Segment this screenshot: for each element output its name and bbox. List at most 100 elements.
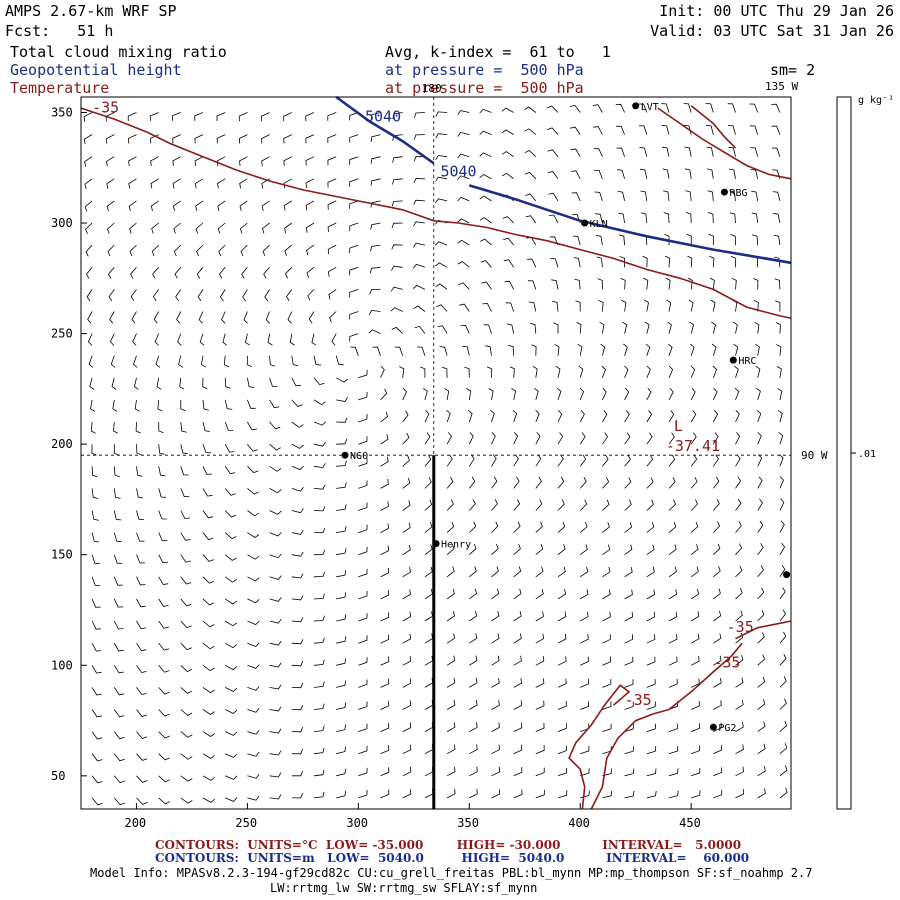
wind-barb-525	[380, 434, 389, 445]
contour-legend-height: CONTOURS: UNITS=m LOW= 5040.0 HIGH= 5040…	[155, 851, 750, 865]
wind-barb-673	[109, 333, 115, 346]
wind-barb-275	[513, 611, 522, 622]
wind-barb-939	[327, 156, 337, 166]
wind-barb-705	[109, 311, 115, 324]
wind-barb-481	[113, 466, 120, 478]
wind-barb-726	[575, 300, 581, 312]
height-contour-label-0: 5040	[365, 107, 401, 125]
wind-barb-157	[735, 699, 744, 710]
wind-barb-869	[195, 200, 204, 211]
wind-barb-882	[479, 195, 492, 202]
wind-barb-918	[571, 170, 581, 179]
wind-barb-597	[556, 387, 562, 401]
wind-barb-717	[368, 309, 381, 316]
wind-barb-448	[91, 488, 99, 499]
wind-barb-524	[358, 436, 368, 445]
wind-barb-211	[513, 655, 522, 666]
wind-barb-710	[221, 311, 226, 324]
wind-barb-955	[684, 146, 692, 157]
wind-barb-991	[771, 125, 781, 135]
wind-barb-821	[549, 236, 559, 246]
wind-barb-523	[336, 438, 348, 445]
wind-barb-699	[689, 321, 695, 334]
wind-barb-317	[735, 588, 743, 600]
wind-barb-826	[664, 233, 670, 246]
wind-barb-365	[380, 545, 390, 556]
wind-barb-761	[643, 277, 649, 290]
wind-barb-272	[446, 611, 455, 622]
wind-barb-185	[646, 679, 656, 688]
wind-barb-292	[180, 598, 192, 607]
wind-barb-688	[437, 325, 448, 334]
wind-barb-80	[446, 744, 456, 755]
meridian-label-90w: 90 W	[801, 449, 828, 462]
wind-barb-303	[424, 589, 433, 600]
temperature-contour-label-0: -35	[92, 98, 119, 116]
wind-barb-628	[532, 366, 538, 378]
wind-barb-527	[424, 432, 431, 445]
wind-barb-874	[305, 200, 315, 211]
wind-barb-228	[180, 642, 192, 651]
forecast-hour: Fcst: 51 h	[5, 22, 114, 40]
wind-barb-58	[668, 768, 679, 777]
wind-barb-831	[773, 234, 781, 246]
wind-barb-543	[778, 432, 784, 445]
wind-barb-754	[481, 281, 492, 290]
wind-barb-307	[513, 588, 522, 600]
wind-barb-477	[735, 476, 742, 489]
wind-barb-698	[667, 321, 672, 334]
wind-barb-424	[269, 510, 282, 515]
wind-barb-155	[691, 700, 700, 710]
wind-barb-719	[413, 305, 426, 312]
wind-barb-160	[91, 687, 102, 696]
wind-barb-27	[691, 790, 701, 799]
wind-barb-313	[646, 589, 656, 600]
wind-barb-924	[706, 168, 714, 179]
wind-barb-277	[557, 611, 567, 622]
wind-barb-464	[446, 476, 454, 489]
wind-barb-875	[327, 200, 337, 210]
wind-barb-291	[158, 598, 169, 607]
wind-barb-675	[154, 333, 160, 346]
wind-barb-516	[180, 444, 188, 455]
wind-barb-721	[459, 303, 470, 312]
wind-barb-161	[113, 687, 125, 696]
wind-barb-600	[624, 387, 630, 401]
wind-barb-657	[462, 345, 470, 356]
wind-barb-666	[668, 343, 673, 356]
wind-barb-240	[446, 633, 456, 644]
wind-barb-380	[713, 543, 721, 555]
wind-barb-199	[247, 664, 260, 669]
wind-barb-117	[557, 723, 567, 732]
wind-barb-697	[644, 321, 650, 334]
wind-barb-1010	[479, 108, 492, 114]
wind-barb-32	[91, 775, 103, 784]
wind-barb-225	[113, 643, 124, 652]
wind-barb-35	[158, 775, 170, 783]
wind-barb-330	[313, 571, 325, 578]
wind-barb-502	[579, 454, 587, 467]
wind-barb-312	[624, 589, 633, 600]
valid-time: Valid: 03 UTC Sat 31 Jan 26	[650, 22, 894, 40]
wind-barb-745	[286, 289, 293, 302]
wind-barb-816	[435, 241, 448, 246]
wind-barb-181	[557, 678, 567, 688]
x-tick-label-400: 400	[568, 816, 590, 830]
wind-barb-541	[735, 432, 741, 445]
wind-barb-156	[713, 700, 722, 710]
wind-barb-533	[557, 432, 564, 445]
wind-barb-255	[779, 631, 787, 644]
wind-barb-767	[774, 278, 781, 290]
wind-barb-103	[247, 730, 260, 735]
station-label-5: Henry	[441, 540, 471, 551]
wind-barb-625	[464, 366, 470, 378]
wind-barb-671	[776, 344, 782, 356]
wind-barb-775	[241, 267, 248, 279]
wind-barb-838	[217, 222, 226, 234]
station-dot-0	[632, 102, 640, 110]
wind-barb-17	[469, 788, 478, 799]
meridian-layer: 180 90 W 135 W	[81, 80, 828, 809]
wind-barb-263	[247, 620, 260, 626]
wind-barb-833	[107, 222, 115, 234]
y-tick-label-300: 300	[51, 216, 73, 230]
